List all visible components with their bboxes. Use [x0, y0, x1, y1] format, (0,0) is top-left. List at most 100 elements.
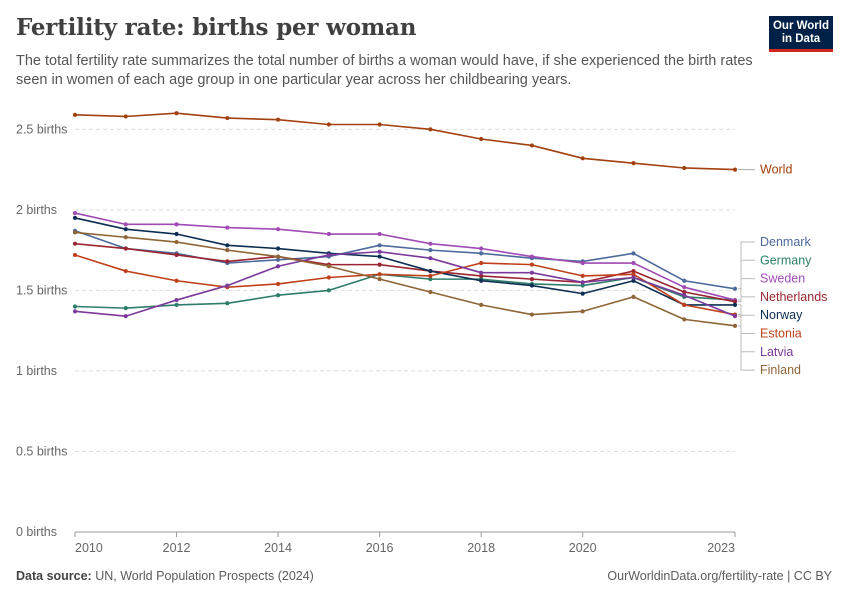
data-point-finland[interactable]: [275, 254, 281, 259]
data-point-estonia[interactable]: [631, 272, 636, 277]
data-point-world[interactable]: [580, 156, 585, 161]
data-point-latvia[interactable]: [275, 264, 281, 269]
data-point-finland[interactable]: [631, 294, 636, 299]
data-point-finland[interactable]: [225, 248, 230, 253]
data-point-world[interactable]: [479, 136, 484, 142]
data-point-sweden[interactable]: [479, 246, 484, 251]
data-point-germany[interactable]: [225, 301, 230, 306]
data-point-estonia[interactable]: [275, 281, 281, 287]
data-point-netherlands[interactable]: [123, 246, 128, 251]
data-point-world[interactable]: [225, 115, 230, 121]
owid-logo[interactable]: Our World in Data: [769, 16, 833, 52]
data-point-norway[interactable]: [377, 254, 382, 259]
data-point-norway[interactable]: [479, 278, 484, 283]
data-point-norway[interactable]: [275, 246, 281, 251]
data-point-finland[interactable]: [428, 289, 433, 295]
data-point-finland[interactable]: [377, 277, 382, 282]
data-point-estonia[interactable]: [529, 262, 535, 267]
data-point-denmark[interactable]: [275, 257, 281, 262]
data-point-world[interactable]: [174, 111, 179, 116]
data-point-sweden[interactable]: [174, 222, 179, 227]
data-point-latvia[interactable]: [732, 314, 738, 319]
data-point-estonia[interactable]: [377, 272, 382, 277]
data-point-world[interactable]: [123, 114, 128, 119]
data-point-netherlands[interactable]: [377, 262, 382, 267]
data-point-netherlands[interactable]: [732, 299, 738, 304]
data-point-world[interactable]: [275, 117, 281, 122]
data-point-norway[interactable]: [428, 268, 433, 274]
data-point-germany[interactable]: [326, 288, 331, 293]
data-point-norway[interactable]: [631, 278, 636, 283]
series-line-norway[interactable]: [74, 217, 735, 306]
data-point-estonia[interactable]: [682, 302, 687, 307]
source-url-link[interactable]: OurWorldinData.org/fertility-rate | CC B…: [607, 569, 832, 583]
data-point-germany[interactable]: [275, 293, 281, 298]
data-point-germany[interactable]: [123, 306, 128, 311]
series-line-latvia[interactable]: [74, 250, 736, 317]
data-point-finland[interactable]: [123, 235, 128, 240]
data-point-estonia[interactable]: [580, 273, 585, 279]
series-line-denmark[interactable]: [74, 230, 736, 290]
data-point-latvia[interactable]: [225, 283, 230, 288]
data-point-finland[interactable]: [479, 302, 484, 307]
data-point-latvia[interactable]: [529, 270, 535, 275]
data-point-sweden[interactable]: [225, 225, 230, 230]
data-point-finland[interactable]: [580, 309, 585, 314]
data-point-denmark[interactable]: [631, 251, 636, 256]
data-point-world[interactable]: [377, 122, 382, 127]
data-point-latvia[interactable]: [326, 252, 331, 258]
data-point-world[interactable]: [631, 161, 636, 166]
data-point-sweden[interactable]: [428, 241, 433, 246]
data-point-latvia[interactable]: [174, 297, 179, 303]
data-point-latvia[interactable]: [123, 314, 128, 319]
data-point-netherlands[interactable]: [682, 289, 687, 295]
data-point-latvia[interactable]: [377, 249, 382, 254]
data-point-latvia[interactable]: [580, 280, 585, 285]
data-point-norway[interactable]: [72, 215, 78, 221]
data-point-latvia[interactable]: [72, 309, 78, 314]
data-point-norway[interactable]: [529, 283, 535, 288]
series-line-germany[interactable]: [74, 273, 736, 309]
data-point-estonia[interactable]: [123, 268, 128, 274]
data-point-latvia[interactable]: [682, 293, 687, 298]
data-point-sweden[interactable]: [377, 231, 382, 237]
data-point-norway[interactable]: [580, 291, 585, 296]
data-point-denmark[interactable]: [428, 248, 433, 253]
series-line-sweden[interactable]: [74, 212, 736, 301]
data-point-sweden[interactable]: [275, 227, 281, 232]
data-point-netherlands[interactable]: [225, 259, 230, 264]
data-point-germany[interactable]: [580, 283, 585, 288]
data-point-sweden[interactable]: [72, 210, 78, 216]
data-point-sweden[interactable]: [529, 254, 535, 259]
data-point-germany[interactable]: [72, 304, 78, 309]
data-point-norway[interactable]: [174, 231, 179, 237]
data-point-netherlands[interactable]: [631, 268, 636, 274]
data-point-finland[interactable]: [529, 312, 535, 317]
data-point-finland[interactable]: [326, 264, 331, 269]
data-point-latvia[interactable]: [428, 256, 433, 261]
data-point-netherlands[interactable]: [174, 252, 179, 258]
series-line-finland[interactable]: [74, 231, 736, 327]
data-point-finland[interactable]: [732, 323, 738, 328]
data-point-latvia[interactable]: [631, 275, 636, 280]
data-point-norway[interactable]: [225, 243, 230, 248]
data-point-netherlands[interactable]: [529, 277, 535, 282]
data-point-finland[interactable]: [682, 317, 687, 322]
data-point-world[interactable]: [326, 122, 331, 127]
data-point-world[interactable]: [732, 167, 738, 172]
data-point-sweden[interactable]: [123, 222, 128, 227]
data-point-world[interactable]: [529, 143, 535, 148]
data-point-germany[interactable]: [174, 302, 179, 307]
series-line-netherlands[interactable]: [74, 242, 736, 303]
data-point-sweden[interactable]: [682, 285, 687, 290]
data-point-estonia[interactable]: [326, 275, 331, 280]
data-point-world[interactable]: [682, 165, 687, 171]
data-point-sweden[interactable]: [326, 231, 331, 237]
data-point-world[interactable]: [72, 112, 78, 117]
series-line-estonia[interactable]: [74, 254, 736, 316]
series-line-world[interactable]: [74, 112, 736, 171]
data-point-denmark[interactable]: [377, 243, 382, 248]
data-point-finland[interactable]: [174, 239, 179, 245]
data-point-estonia[interactable]: [174, 278, 179, 283]
data-point-germany[interactable]: [428, 277, 433, 282]
